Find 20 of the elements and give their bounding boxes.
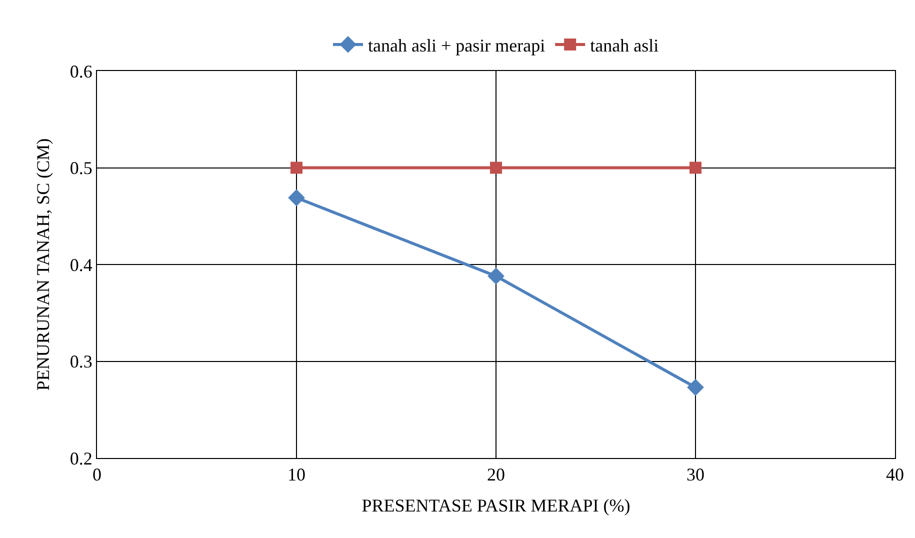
y-tick-label: 0.5 <box>70 158 92 178</box>
point <box>488 268 504 285</box>
legend-label: tanah asli <box>590 35 659 56</box>
legend-label: tanah asli + pasir merapi <box>368 35 546 56</box>
x-axis-title: PRESENTASE PASIR MERAPI (%) <box>362 496 630 516</box>
point <box>288 189 305 206</box>
point <box>490 162 502 174</box>
point <box>290 162 302 174</box>
x-tick-label: 20 <box>487 464 505 485</box>
x-tick-label: 10 <box>288 464 306 485</box>
y-tick-label: 0.4 <box>70 254 92 275</box>
y-axis-title: PENURUNAN TANAH, SC (CM) <box>33 138 54 391</box>
y-tick-label: 0.2 <box>70 448 92 468</box>
x-tick-label: 40 <box>886 464 904 485</box>
x-tick-label: 30 <box>686 464 704 485</box>
point <box>687 378 704 396</box>
y-tick-label: 0.6 <box>70 61 92 82</box>
y-tick-label: 0.3 <box>70 352 92 372</box>
point <box>690 162 702 174</box>
x-tick-label: 0 <box>92 464 102 485</box>
